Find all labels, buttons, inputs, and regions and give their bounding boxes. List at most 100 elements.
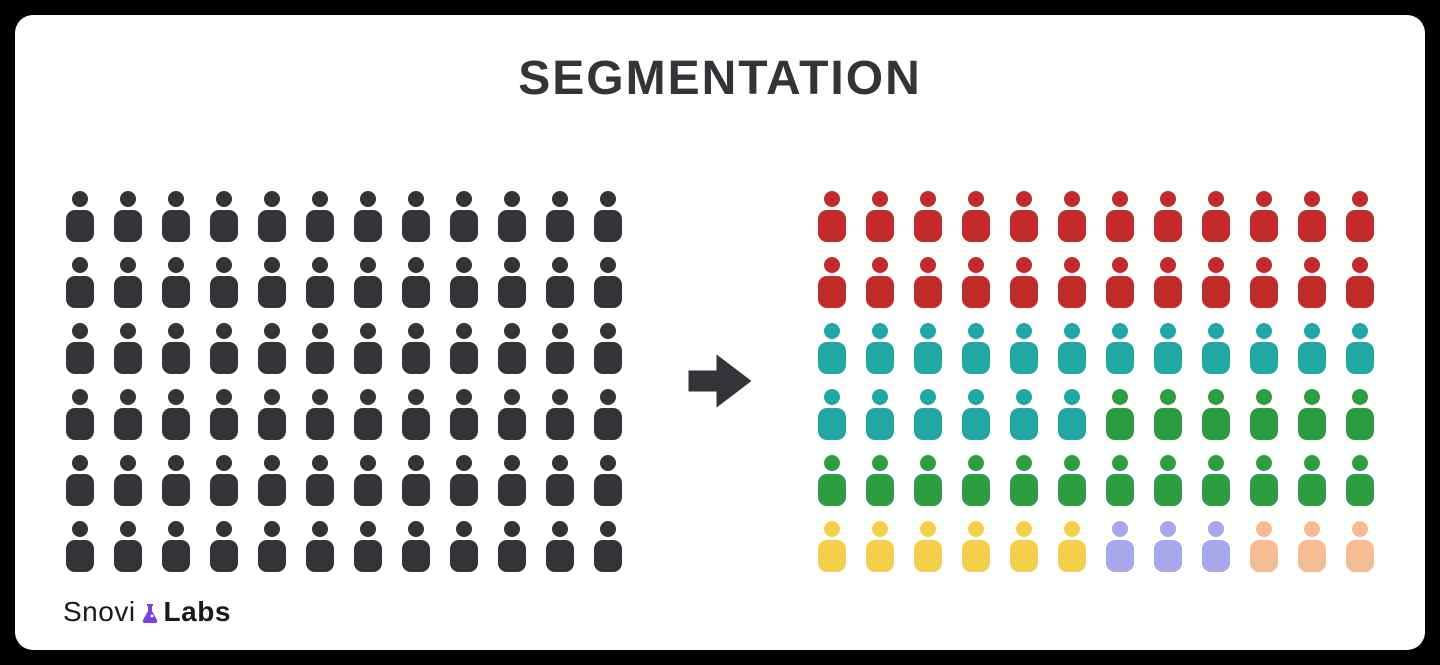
person-icon: [159, 190, 193, 242]
person-icon: [911, 388, 945, 440]
person-icon: [1343, 256, 1377, 308]
person-icon: [63, 388, 97, 440]
person-icon: [1199, 388, 1233, 440]
person-icon: [959, 454, 993, 506]
person-icon: [255, 190, 289, 242]
person-icon: [111, 520, 145, 572]
person-icon: [1247, 322, 1281, 374]
person-icon: [399, 454, 433, 506]
person-icon: [543, 256, 577, 308]
person-icon: [1199, 454, 1233, 506]
person-icon: [911, 520, 945, 572]
person-icon: [351, 256, 385, 308]
person-icon: [207, 388, 241, 440]
person-icon: [351, 388, 385, 440]
person-icon: [1247, 388, 1281, 440]
person-icon: [1007, 520, 1041, 572]
person-icon: [591, 388, 625, 440]
person-icon: [303, 454, 337, 506]
person-icon: [1151, 454, 1185, 506]
person-icon: [207, 190, 241, 242]
person-icon: [207, 256, 241, 308]
person-icon: [1151, 190, 1185, 242]
person-icon: [543, 190, 577, 242]
person-icon: [1295, 520, 1329, 572]
person-icon: [815, 388, 849, 440]
segmented-people-grid: [815, 190, 1377, 572]
person-icon: [303, 256, 337, 308]
person-icon: [863, 454, 897, 506]
person-icon: [495, 388, 529, 440]
person-icon: [815, 190, 849, 242]
person-icon: [959, 256, 993, 308]
person-icon: [959, 322, 993, 374]
person-icon: [1007, 454, 1041, 506]
person-icon: [207, 454, 241, 506]
person-icon: [543, 454, 577, 506]
person-icon: [351, 190, 385, 242]
person-icon: [159, 520, 193, 572]
person-icon: [447, 322, 481, 374]
person-icon: [399, 388, 433, 440]
person-icon: [303, 322, 337, 374]
person-icon: [1295, 322, 1329, 374]
arrow-wrap: [685, 346, 755, 416]
person-icon: [1343, 388, 1377, 440]
person-icon: [447, 454, 481, 506]
person-icon: [207, 520, 241, 572]
person-icon: [591, 190, 625, 242]
person-icon: [1103, 454, 1137, 506]
person-icon: [1055, 520, 1089, 572]
person-icon: [959, 388, 993, 440]
brand-logo: Snovi Labs: [63, 596, 231, 628]
person-icon: [911, 322, 945, 374]
person-icon: [351, 322, 385, 374]
person-icon: [815, 454, 849, 506]
person-icon: [111, 454, 145, 506]
person-icon: [303, 388, 337, 440]
person-icon: [1295, 190, 1329, 242]
person-icon: [959, 520, 993, 572]
person-icon: [1103, 256, 1137, 308]
person-icon: [1295, 388, 1329, 440]
person-icon: [591, 322, 625, 374]
person-icon: [1055, 454, 1089, 506]
person-icon: [63, 322, 97, 374]
person-icon: [1151, 388, 1185, 440]
person-icon: [159, 454, 193, 506]
person-icon: [1295, 454, 1329, 506]
person-icon: [111, 256, 145, 308]
person-icon: [303, 520, 337, 572]
person-icon: [255, 388, 289, 440]
person-icon: [255, 454, 289, 506]
person-icon: [1343, 322, 1377, 374]
person-icon: [303, 190, 337, 242]
person-icon: [1151, 256, 1185, 308]
person-icon: [1007, 388, 1041, 440]
person-icon: [911, 256, 945, 308]
person-icon: [63, 520, 97, 572]
person-icon: [351, 454, 385, 506]
person-icon: [63, 190, 97, 242]
person-icon: [815, 322, 849, 374]
person-icon: [495, 256, 529, 308]
person-icon: [399, 190, 433, 242]
brand-part2: Labs: [164, 596, 231, 628]
person-icon: [863, 190, 897, 242]
person-icon: [543, 388, 577, 440]
brand-part1: Snovi: [63, 596, 136, 628]
person-icon: [207, 322, 241, 374]
person-icon: [1055, 388, 1089, 440]
infographic-content: [63, 136, 1377, 626]
person-icon: [591, 454, 625, 506]
person-icon: [911, 190, 945, 242]
person-icon: [911, 454, 945, 506]
person-icon: [1055, 256, 1089, 308]
person-icon: [111, 322, 145, 374]
person-icon: [1055, 322, 1089, 374]
person-icon: [447, 256, 481, 308]
person-icon: [1103, 322, 1137, 374]
person-icon: [863, 256, 897, 308]
person-icon: [1343, 520, 1377, 572]
person-icon: [1199, 190, 1233, 242]
